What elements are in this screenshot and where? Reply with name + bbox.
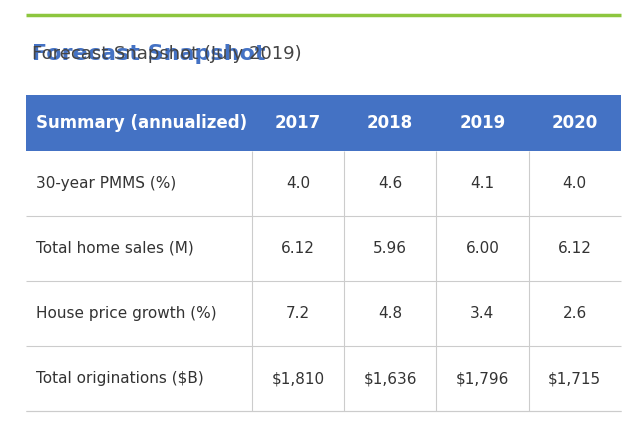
Bar bbox=[26, 95, 621, 151]
Text: 6.12: 6.12 bbox=[557, 241, 591, 256]
Text: 2017: 2017 bbox=[275, 114, 321, 132]
Text: 2.6: 2.6 bbox=[563, 306, 587, 321]
Text: $1,715: $1,715 bbox=[548, 371, 601, 386]
Bar bbox=[26, 216, 621, 281]
Text: 6.12: 6.12 bbox=[281, 241, 315, 256]
Text: 4.6: 4.6 bbox=[378, 176, 403, 191]
Text: 4.1: 4.1 bbox=[470, 176, 495, 191]
Text: Forecast Snapshot: Forecast Snapshot bbox=[32, 44, 266, 64]
Text: 30-year PMMS (%): 30-year PMMS (%) bbox=[36, 176, 177, 191]
Bar bbox=[26, 151, 621, 216]
Text: 4.8: 4.8 bbox=[378, 306, 402, 321]
Bar bbox=[26, 281, 621, 346]
Text: $1,810: $1,810 bbox=[271, 371, 324, 386]
Text: Forecast Snapshot (July 2019): Forecast Snapshot (July 2019) bbox=[32, 45, 301, 63]
Text: $1,796: $1,796 bbox=[456, 371, 509, 386]
Text: House price growth (%): House price growth (%) bbox=[36, 306, 217, 321]
Text: $1,636: $1,636 bbox=[364, 371, 417, 386]
Text: 2020: 2020 bbox=[552, 114, 598, 132]
Text: Summary (annualized): Summary (annualized) bbox=[36, 114, 248, 132]
Text: 3.4: 3.4 bbox=[470, 306, 495, 321]
Text: 4.0: 4.0 bbox=[563, 176, 587, 191]
Text: 4.0: 4.0 bbox=[286, 176, 310, 191]
Text: Total home sales (M): Total home sales (M) bbox=[36, 241, 194, 256]
Bar bbox=[26, 346, 621, 411]
Text: Total originations ($B): Total originations ($B) bbox=[36, 371, 204, 386]
Text: 2018: 2018 bbox=[367, 114, 413, 132]
Text: 6.00: 6.00 bbox=[465, 241, 499, 256]
Text: 7.2: 7.2 bbox=[286, 306, 310, 321]
Text: 2019: 2019 bbox=[460, 114, 506, 132]
Text: 5.96: 5.96 bbox=[373, 241, 407, 256]
